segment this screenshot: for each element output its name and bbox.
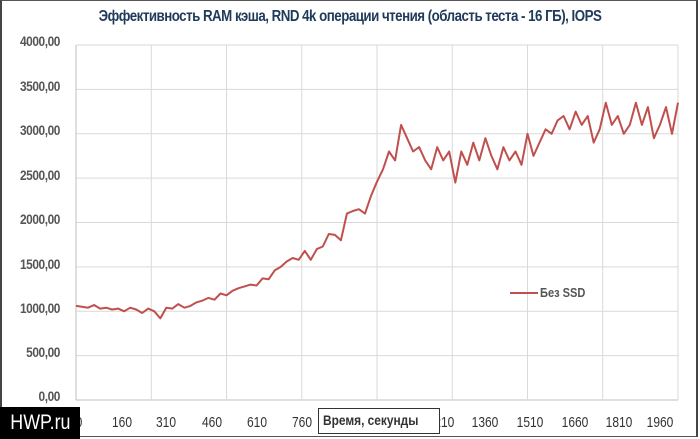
y-tick-label: 3000,00 — [19, 122, 60, 138]
watermark-logo: HWP.ru — [0, 407, 80, 439]
x-tick-label: 160 — [111, 414, 133, 431]
y-tick-label: 1000,00 — [19, 300, 60, 316]
chart-title: Эффективность RAM кэша, RND 4k операции … — [98, 8, 602, 25]
y-tick-label: 0,00 — [38, 388, 61, 404]
y-tick-label: 3500,00 — [19, 78, 60, 94]
y-tick-label: 4000,00 — [19, 33, 60, 49]
y-tick-label: 2500,00 — [19, 167, 60, 183]
legend-label: Без SSD — [540, 285, 586, 300]
x-tick-label: 1810 — [605, 414, 633, 431]
gridlines — [75, 44, 679, 401]
x-tick-label: 610 — [246, 414, 268, 431]
x-tick-label: 310 — [155, 414, 177, 431]
legend: Без SSD — [510, 285, 593, 300]
legend-line-swatch — [510, 291, 538, 294]
series-line-bez-ssd — [75, 101, 679, 320]
x-axis-title: Время, секунды — [318, 408, 441, 434]
y-tick-label: 2000,00 — [19, 211, 60, 227]
x-tick-label: 1360 — [471, 414, 499, 431]
y-tick-label: 1500,00 — [19, 256, 60, 272]
x-tick-label: 1660 — [561, 414, 589, 431]
x-tick-label: 460 — [201, 414, 223, 431]
x-tick-label: 760 — [291, 414, 313, 431]
watermark-text: HWP.ru — [9, 411, 71, 434]
y-tick-label: 500,00 — [26, 344, 60, 360]
x-tick-label: 1510 — [516, 414, 544, 431]
x-axis-title-text: Время, секунды — [323, 412, 419, 428]
x-tick-label: 1960 — [646, 414, 674, 431]
